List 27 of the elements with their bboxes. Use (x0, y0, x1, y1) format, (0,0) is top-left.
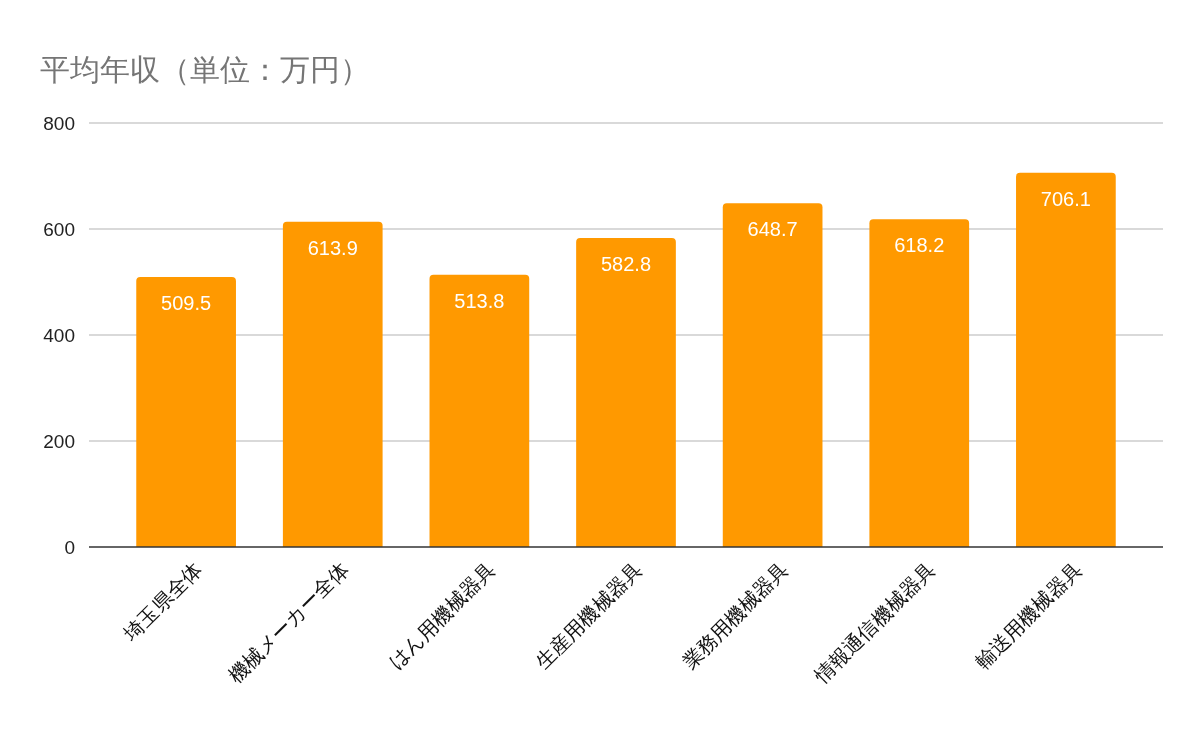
y-tick-label: 800 (43, 112, 75, 134)
bar (576, 238, 676, 547)
bar (282, 221, 383, 547)
chart-title: 平均年収（単位：万円） (40, 53, 370, 86)
x-tick-label: 機械メーカー全体 (223, 558, 353, 687)
data-label: 513.8 (454, 289, 505, 312)
y-tick-label: 400 (43, 324, 75, 346)
data-label: 618.2 (894, 234, 945, 257)
y-tick-label: 600 (43, 218, 75, 240)
bar (136, 276, 236, 547)
data-label: 582.8 (600, 253, 652, 276)
data-label: 613.9 (307, 236, 358, 259)
x-tick-label: 情報通信機械器具 (809, 558, 940, 688)
data-label: 509.5 (161, 291, 212, 314)
bar (429, 274, 530, 547)
data-label: 706.1 (1040, 187, 1091, 210)
y-tick-label: 200 (43, 430, 75, 452)
data-label: 648.7 (747, 218, 798, 241)
bar (722, 203, 823, 547)
x-tick-label: 輸送用機械器具 (971, 558, 1086, 673)
x-tick-label: 埼玉県全体 (118, 558, 206, 646)
x-tick-label: 生産用機械器具 (531, 558, 646, 673)
bar (1016, 172, 1116, 547)
x-tick-label: 業務用機械器具 (677, 558, 793, 673)
bar (869, 219, 970, 547)
x-tick-label: はん用機械器具 (384, 558, 500, 673)
y-tick-label: 0 (64, 536, 75, 558)
